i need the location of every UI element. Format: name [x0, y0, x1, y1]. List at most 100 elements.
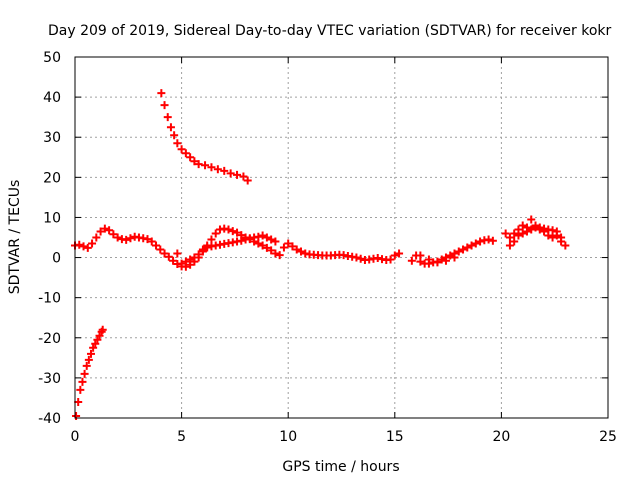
data-point: [228, 227, 237, 236]
data-point: [424, 255, 433, 264]
data-point: [92, 233, 101, 242]
data-point: [284, 239, 293, 248]
data-point: [83, 243, 92, 252]
axis-ticks: 0 5 10 15 20 25 -40 -30 -20 -10 0 10 20 30 40 50: [38, 50, 617, 445]
data-point: [160, 101, 169, 110]
data-point: [505, 241, 514, 250]
data-point: [239, 172, 248, 181]
x-tick-label: 0: [71, 429, 80, 445]
data-point: [548, 226, 557, 235]
series-early-steep-branch: [72, 325, 107, 420]
data-point: [89, 343, 98, 352]
data-point: [356, 254, 365, 263]
data-point: [267, 246, 276, 255]
data-point: [72, 411, 81, 420]
data-point: [241, 235, 250, 244]
x-tick-label: 5: [177, 429, 186, 445]
data-point: [160, 249, 169, 258]
data-point: [258, 241, 267, 250]
y-axis-label: SDTVAR / TECUs: [7, 180, 23, 295]
series-main-band: [71, 223, 570, 271]
data-point: [186, 153, 195, 162]
data-point: [437, 255, 446, 264]
data-point: [433, 258, 442, 267]
series-high-branch: [157, 89, 252, 185]
x-tick-label: 20: [492, 429, 510, 445]
data-point: [157, 89, 166, 98]
data-point: [190, 157, 199, 166]
data-point: [527, 225, 536, 234]
data-point: [207, 235, 216, 244]
data-point: [296, 247, 305, 256]
data-point: [275, 251, 284, 260]
data-point: [213, 165, 222, 174]
data-point: [258, 231, 267, 240]
data-point: [173, 139, 182, 148]
data-point: [226, 169, 235, 178]
data-point: [74, 397, 83, 406]
data-point: [76, 385, 85, 394]
data-point: [552, 231, 561, 240]
data-point: [488, 236, 497, 245]
data-point: [93, 335, 102, 344]
data-point: [476, 237, 485, 246]
data-point: [88, 239, 97, 248]
data-point: [467, 241, 476, 250]
data-point: [177, 145, 186, 154]
data-point: [96, 227, 105, 236]
data-point: [510, 229, 519, 238]
data-point: [254, 239, 263, 248]
data-point: [386, 255, 395, 264]
data-point: [459, 245, 468, 254]
y-tick-label: -40: [38, 411, 61, 427]
chart-title: Day 209 of 2019, Sidereal Day-to-day VTE…: [48, 23, 611, 39]
y-tick-label: 50: [43, 50, 61, 66]
data-point: [522, 223, 531, 232]
data-point: [79, 242, 88, 251]
x-tick-label: 15: [386, 429, 404, 445]
x-axis-label: GPS time / hours: [282, 459, 399, 475]
data-point: [454, 247, 463, 256]
data-point: [75, 240, 84, 249]
data-point: [505, 233, 514, 242]
data-point: [181, 257, 190, 266]
data-point: [292, 245, 301, 254]
data-point: [84, 355, 93, 364]
data-point: [463, 243, 472, 252]
data-point: [373, 253, 382, 262]
data-point: [254, 232, 263, 241]
data-point: [98, 325, 107, 334]
data-points: [71, 89, 570, 420]
data-point: [237, 236, 246, 245]
data-point: [544, 231, 553, 240]
y-tick-label: 0: [52, 251, 61, 267]
data-point: [535, 223, 544, 232]
data-point: [105, 226, 114, 235]
data-point: [78, 377, 87, 386]
data-point: [177, 259, 186, 268]
data-point: [224, 225, 233, 234]
data-point: [201, 161, 210, 170]
data-point: [211, 229, 220, 238]
data-point: [518, 221, 527, 230]
y-tick-label: -10: [38, 291, 61, 307]
grid-lines: [75, 57, 608, 418]
data-point: [262, 233, 271, 242]
data-point: [271, 249, 280, 258]
data-point: [169, 256, 178, 265]
data-point: [271, 237, 280, 246]
data-point: [243, 176, 252, 185]
data-point: [122, 235, 131, 244]
data-point: [156, 245, 165, 254]
data-point: [164, 252, 173, 261]
plot-frame: [74, 56, 609, 419]
data-point: [220, 166, 229, 175]
x-tick-label: 25: [599, 429, 617, 445]
data-point: [181, 149, 190, 158]
data-point: [416, 251, 425, 260]
data-point: [186, 255, 195, 264]
data-point: [531, 221, 540, 230]
data-point: [86, 349, 95, 358]
data-point: [548, 233, 557, 242]
y-tick-label: 40: [43, 90, 61, 106]
